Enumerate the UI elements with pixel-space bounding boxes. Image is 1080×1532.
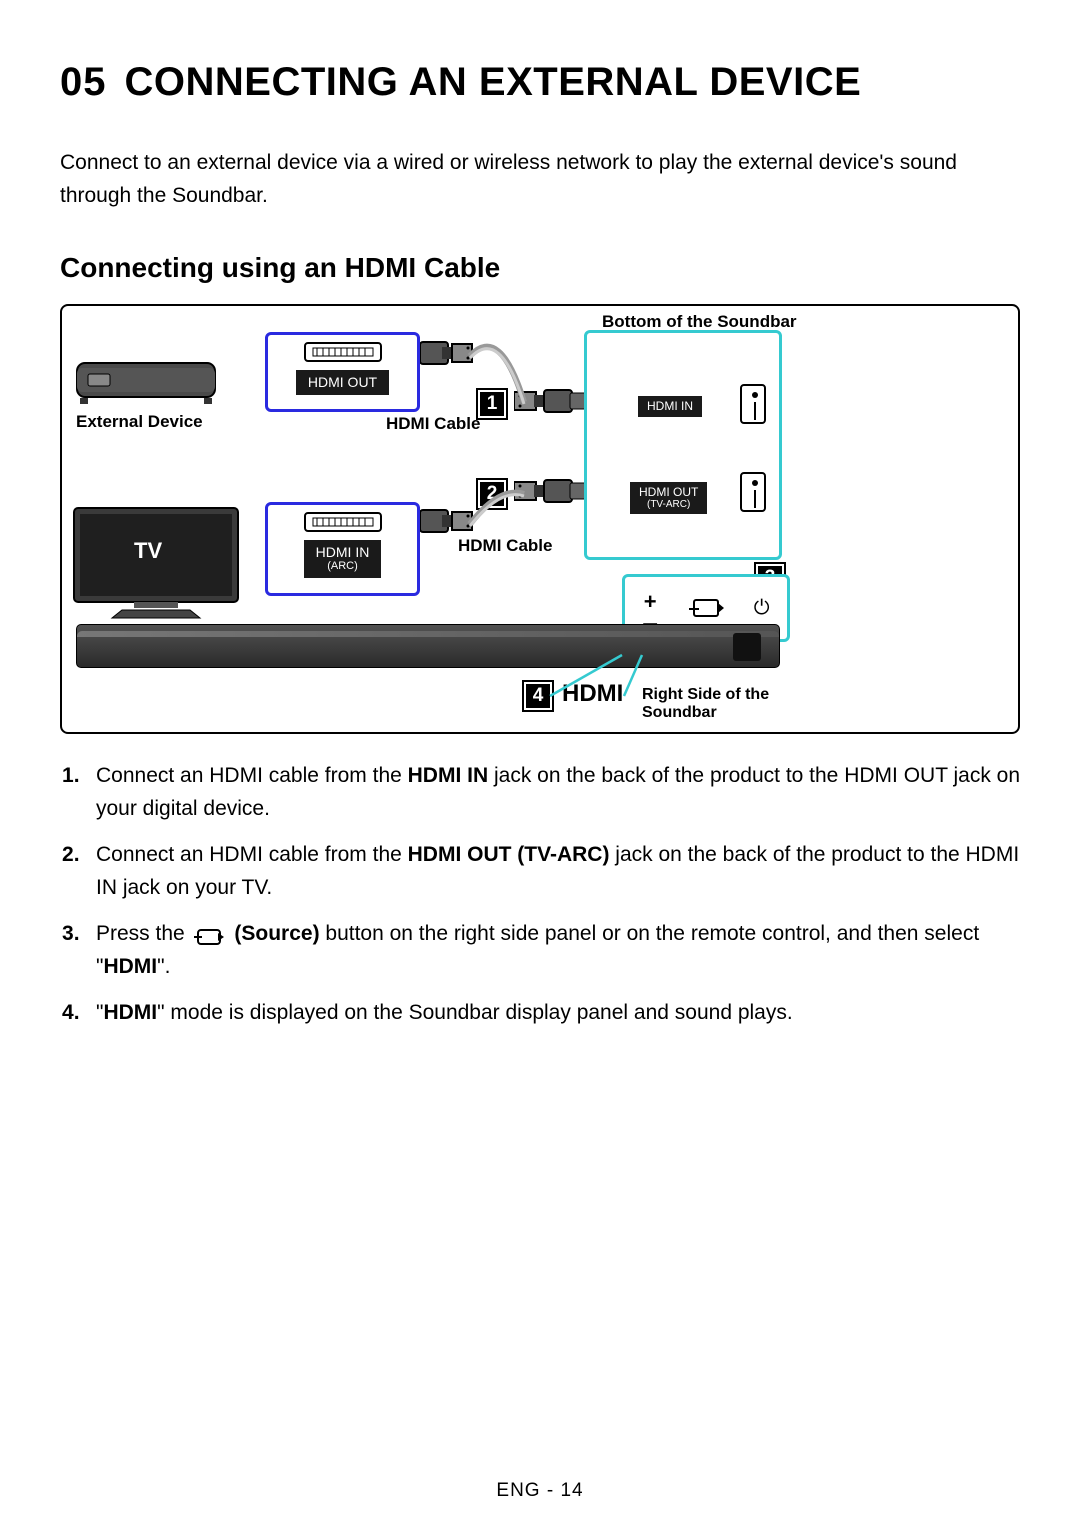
instruction-list: Connect an HDMI cable from the HDMI IN j… bbox=[60, 760, 1020, 1030]
hdmi-jack-icon bbox=[740, 384, 766, 424]
hdmi-plug-icon bbox=[514, 386, 588, 416]
step-4: "HDMI" mode is displayed on the Soundbar… bbox=[96, 997, 1020, 1030]
step-2: Connect an HDMI cable from the HDMI OUT … bbox=[96, 839, 1020, 904]
sb-hdmi-out-text: HDMI OUT bbox=[639, 485, 698, 499]
hdmi-port-icon bbox=[303, 511, 383, 533]
hdmi-plug-icon bbox=[514, 476, 588, 506]
tv-label: TV bbox=[134, 538, 162, 564]
step-badge-1: 1 bbox=[478, 390, 506, 418]
sb-tv-arc-subtext: (TV-ARC) bbox=[639, 499, 698, 510]
hdmi-out-label: HDMI OUT bbox=[296, 370, 389, 395]
connection-diagram: Bottom of the Soundbar External Device T… bbox=[60, 304, 1020, 734]
chapter-header: 05 CONNECTING AN EXTERNAL DEVICE bbox=[60, 60, 1020, 105]
right-side-label: Right Side of the Soundbar bbox=[642, 686, 842, 722]
hdmi-in-arc-label: HDMI IN(ARC) bbox=[304, 540, 382, 577]
source-icon bbox=[194, 925, 226, 945]
sb-hdmi-in-label: HDMI IN bbox=[638, 396, 702, 417]
hdmi-out-port-box: HDMI OUT bbox=[265, 332, 420, 412]
soundbar-back-panel bbox=[584, 330, 782, 560]
bottom-soundbar-label: Bottom of the Soundbar bbox=[602, 312, 797, 332]
hdmi-port-icon bbox=[303, 341, 383, 363]
chapter-number: 05 bbox=[60, 60, 107, 105]
hdmi-cable-label-2: HDMI Cable bbox=[458, 536, 552, 556]
intro-paragraph: Connect to an external device via a wire… bbox=[60, 147, 1020, 212]
sb-hdmi-out-label: HDMI OUT(TV-ARC) bbox=[630, 482, 707, 514]
soundbar-front-icon bbox=[76, 624, 780, 668]
source-icon bbox=[693, 599, 719, 617]
hdmi-cable-label-1: HDMI Cable bbox=[386, 414, 480, 434]
chapter-title: CONNECTING AN EXTERNAL DEVICE bbox=[125, 60, 862, 105]
section-heading: Connecting using an HDMI Cable bbox=[60, 252, 1020, 284]
step-badge-2: 2 bbox=[478, 480, 506, 508]
arc-subtext: (ARC) bbox=[316, 560, 370, 572]
power-icon: ⏻ bbox=[754, 597, 770, 620]
page-footer: ENG - 14 bbox=[0, 1480, 1080, 1502]
hdmi-in-text: HDMI IN bbox=[316, 544, 370, 560]
hdmi-plug-icon bbox=[420, 338, 478, 368]
step-3: Press the (Source) button on the right s… bbox=[96, 918, 1020, 983]
hdmi-in-arc-port-box: HDMI IN(ARC) bbox=[265, 502, 420, 596]
hdmi-display-text: HDMI bbox=[562, 680, 623, 708]
hdmi-plug-icon bbox=[420, 506, 478, 536]
step-badge-4: 4 bbox=[524, 682, 552, 710]
step-1: Connect an HDMI cable from the HDMI IN j… bbox=[96, 760, 1020, 825]
external-device-icon bbox=[76, 362, 216, 406]
volume-controls: + – bbox=[642, 589, 658, 628]
external-device-label: External Device bbox=[76, 412, 203, 432]
hdmi-jack-icon bbox=[740, 472, 766, 512]
